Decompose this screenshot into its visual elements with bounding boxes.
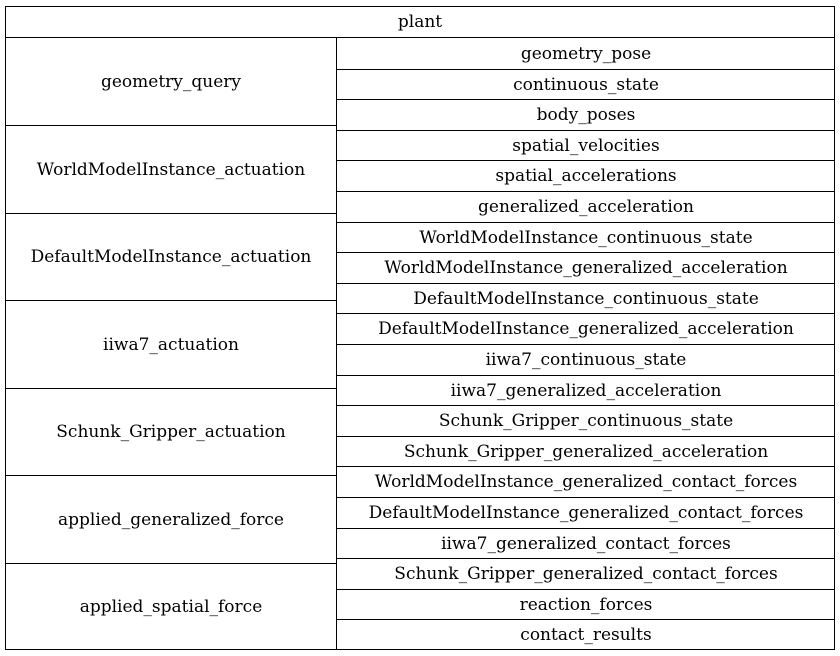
input-port: applied_generalized_force	[6, 475, 336, 563]
output-ports-column: geometry_pose continuous_state body_poses s…	[337, 38, 835, 650]
output-port: contact_results	[337, 619, 835, 650]
output-port: spatial_velocities	[337, 130, 835, 160]
output-port: continuous_state	[337, 69, 835, 99]
input-port: Schunk_Gripper_actuation	[6, 388, 336, 475]
output-port: DefaultModelInstance_continuous_state	[337, 283, 835, 313]
output-port: iiwa7_generalized_contact_forces	[337, 528, 835, 558]
output-port: WorldModelInstance_continuous_state	[337, 222, 835, 252]
output-port: iiwa7_generalized_acceleration	[337, 375, 835, 405]
output-port: geometry_pose	[520, 43, 652, 64]
input-ports-column: geometry_query WorldModelInstance_actuati…	[6, 38, 337, 650]
input-port: DefaultModelInstance_actuation	[6, 213, 336, 300]
output-port: Schunk_Gripper_generalized_contact_force…	[337, 558, 835, 589]
output-port: Schunk_Gripper_continuous_state	[337, 405, 835, 436]
output-port: DefaultModelInstance_generalized_contact…	[337, 497, 835, 528]
output-port: WorldModelInstance_generalized_contact_f…	[337, 466, 835, 497]
output-port: reaction_forces	[337, 589, 835, 619]
output-port: Schunk_Gripper_generalized_acceleration	[337, 436, 835, 466]
output-port: generalized_acceleration	[337, 191, 835, 222]
output-port: WorldModelInstance_generalized_accelerat…	[337, 252, 835, 283]
output-port: iiwa7_continuous_state	[337, 344, 835, 375]
output-port: spatial_accelerations	[337, 160, 835, 191]
system-block-plant: plant geometry_query WorldModelInstance_a…	[5, 6, 835, 650]
output-port: DefaultModelInstance_generalized_acceler…	[337, 313, 835, 344]
input-port: applied_spatial_force	[6, 563, 336, 650]
block-title: plant	[6, 7, 834, 38]
input-port: WorldModelInstance_actuation	[6, 125, 336, 213]
input-port: geometry_query	[100, 71, 242, 92]
output-port: body_poses	[337, 99, 835, 130]
input-port: iiwa7_actuation	[6, 300, 336, 388]
